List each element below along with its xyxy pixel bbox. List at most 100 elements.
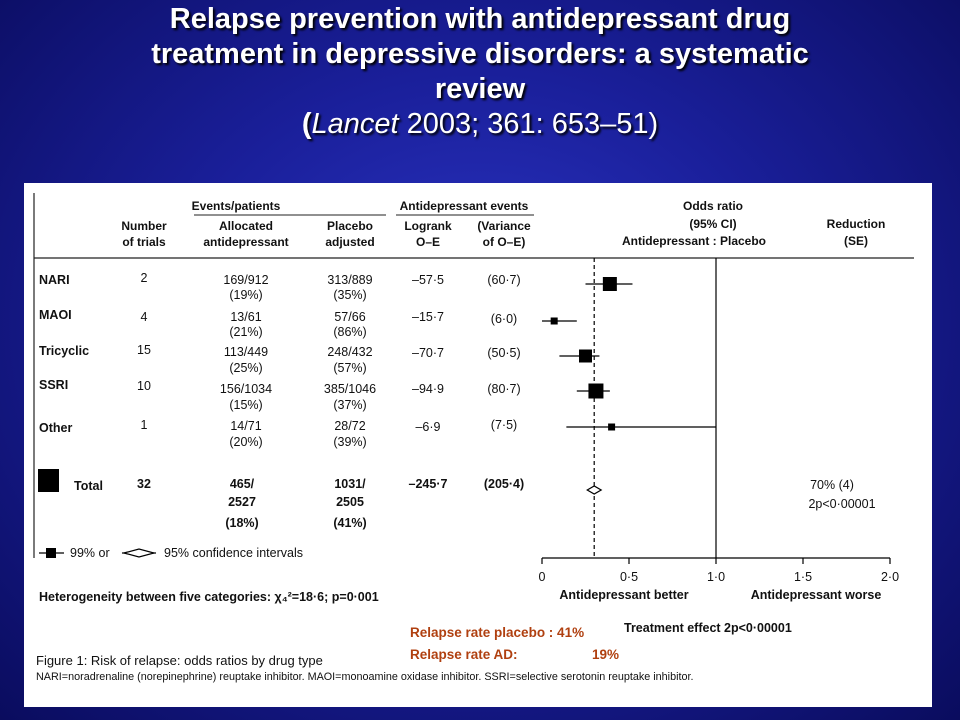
row-pl-events: 385/1046 (324, 382, 376, 396)
row-var: (80·7) (487, 382, 520, 396)
total-var: (205·4) (484, 477, 524, 491)
figure-caption-abbrev: NARI=noradrenaline (norepinephrine) reup… (36, 671, 694, 683)
total-diamond (586, 485, 603, 495)
header-se: (SE) (844, 234, 868, 248)
total-pl-pct: (41%) (333, 516, 366, 530)
total-ad-pct: (18%) (225, 516, 258, 530)
total-p-value: 2p<0·00001 (808, 497, 875, 511)
row-trials: 10 (137, 379, 151, 393)
header-antidepressant: antidepressant (203, 235, 288, 249)
total-ad-events-1: 465/ (230, 477, 255, 491)
point-estimate-tricyclic (579, 349, 592, 363)
row-pl-pct: (37%) (333, 398, 366, 412)
axis-left-label: Antidepressant better (559, 588, 688, 602)
header-number: Number (121, 219, 167, 233)
forest-plot-svg: Events/patients Number of trials Allocat… (33, 193, 914, 683)
header-of-trials: of trials (122, 235, 166, 249)
treatment-effect-label: Treatment effect 2p<0·00001 (624, 621, 792, 635)
forest-plot-marks (542, 277, 716, 495)
total-trials: 32 (137, 477, 151, 491)
row-oe: –6·9 (415, 420, 440, 434)
row-ad-events: 113/449 (224, 345, 268, 359)
point-estimate-other (608, 423, 616, 431)
legend-95-label: 95% confidence intervals (164, 546, 303, 560)
row-ad-events: 169/912 (223, 273, 268, 287)
row-ad-events: 13/61 (230, 310, 261, 324)
x-tick-label: 0·5 (620, 570, 638, 584)
header-of-o-e: of O–E) (483, 235, 526, 249)
header-allocated: Allocated (219, 219, 273, 233)
row-ad-pct: (20%) (229, 435, 262, 449)
row-var: (6·0) (491, 312, 517, 326)
row-nari: NARI 2 169/912 (19%) 313/889 (35%) –57·5… (39, 271, 521, 302)
x-tick-label: 2·0 (881, 570, 899, 584)
row-label: SSRI (39, 378, 68, 392)
total-weight-square (38, 469, 59, 492)
row-pl-pct: (35%) (333, 288, 366, 302)
legend-99-square (46, 548, 56, 558)
row-pl-pct: (86%) (333, 325, 366, 339)
total-pl-events-1: 1031/ (334, 477, 366, 491)
row-label: NARI (39, 273, 70, 287)
row-label: Other (39, 421, 72, 435)
legend: 99% or 95% confidence intervals (39, 546, 303, 560)
row-trials: 1 (141, 418, 148, 432)
title-line-2: treatment in depressive disorders: a sys… (151, 38, 809, 70)
row-ad-events: 156/1034 (220, 382, 272, 396)
row-var: (60·7) (487, 273, 520, 287)
header-placebo: Placebo (327, 219, 373, 233)
relapse-rate-ad-value: 19% (592, 647, 619, 662)
header-adjusted: adjusted (325, 235, 374, 249)
row-ad-pct: (15%) (229, 398, 262, 412)
slide-title: Relapse prevention with antidepressant d… (20, 2, 940, 142)
row-maoi: MAOI 4 13/61 (21%) 57/66 (86%) –15·7 (6·… (39, 308, 517, 339)
header-antidepressant-events: Antidepressant events (400, 199, 529, 213)
row-other: Other 1 14/71 (20%) 28/72 (39%) –6·9 (7·… (39, 418, 517, 449)
header-ad-vs-placebo: Antidepressant : Placebo (622, 234, 766, 248)
axis-right-label: Antidepressant worse (751, 588, 882, 602)
point-estimate-maoi (550, 317, 558, 325)
figure-caption-title: Figure 1: Risk of relapse: odds ratios b… (36, 653, 323, 668)
title-line-3: review (434, 73, 526, 105)
row-oe: –94·9 (412, 382, 444, 396)
total-oe: –245·7 (409, 477, 448, 491)
row-ad-pct: (25%) (229, 361, 262, 375)
header-ci: (95% CI) (689, 217, 736, 231)
header-logrank: Logrank (404, 219, 452, 233)
row-var: (7·5) (491, 418, 517, 432)
forest-plot-figure: Events/patients Number of trials Allocat… (24, 183, 932, 707)
row-pl-pct: (57%) (333, 361, 366, 375)
row-ad-pct: (19%) (229, 288, 262, 302)
forest-plot-area: 0 0·5 1·0 1·5 2·0 (539, 258, 899, 584)
citation: (Lancet 2003; 361: 653–51) (20, 107, 940, 142)
row-ssri: SSRI 10 156/1034 (15%) 385/1046 (37%) –9… (39, 378, 521, 412)
row-total: Total 32 465/ 2527 (18%) 1031/ 2505 (41%… (38, 469, 876, 530)
total-pl-events-2: 2505 (336, 495, 364, 509)
header-reduction: Reduction (827, 217, 886, 231)
header-odds-ratio: Odds ratio (683, 199, 743, 213)
citation-rest: 2003; 361: 653–51) (398, 108, 659, 140)
relapse-rate-placebo: Relapse rate placebo : 41% (410, 625, 584, 640)
header-variance: (Variance (477, 219, 531, 233)
row-pl-events: 313/889 (327, 273, 372, 287)
x-axis-ticks: 0 0·5 1·0 1·5 2·0 (539, 558, 899, 584)
total-reduction: 70% (4) (810, 478, 854, 492)
legend-99-label: 99% or (70, 546, 110, 560)
row-label: Tricyclic (39, 344, 89, 358)
x-tick-label: 1·0 (707, 570, 725, 584)
row-oe: –15·7 (412, 310, 444, 324)
row-pl-events: 28/72 (334, 419, 365, 433)
relapse-rate-ad-label: Relapse rate AD: (410, 647, 518, 662)
point-estimate-nari (602, 277, 617, 291)
row-label: MAOI (39, 308, 72, 322)
citation-journal: Lancet (311, 108, 399, 140)
citation-open: ( (301, 108, 312, 140)
total-label: Total (74, 479, 103, 493)
x-tick-label: 1·5 (794, 570, 812, 584)
row-pl-events: 57/66 (334, 310, 365, 324)
row-trials: 2 (141, 271, 148, 285)
title-line-1: Relapse prevention with antidepressant d… (169, 3, 791, 35)
row-trials: 15 (137, 343, 151, 357)
legend-diamond (121, 548, 157, 558)
x-tick-label: 0 (539, 570, 546, 584)
